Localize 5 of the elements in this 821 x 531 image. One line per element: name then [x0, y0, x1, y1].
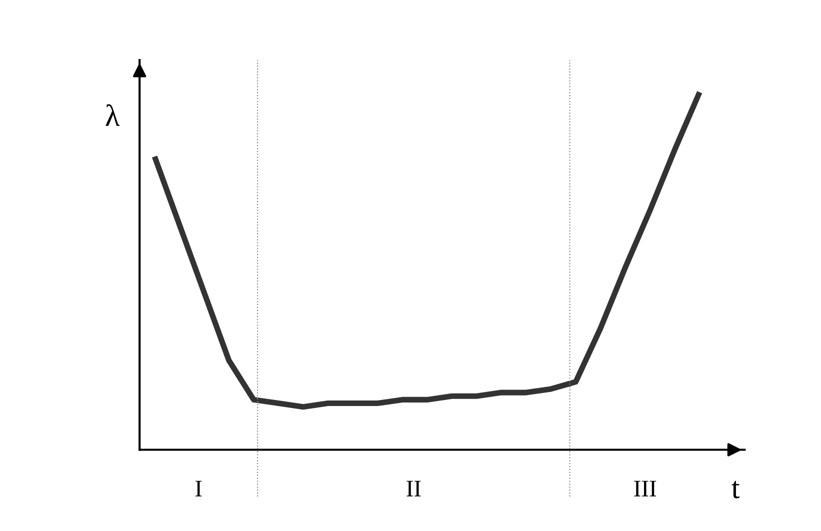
text: II — [406, 480, 421, 496]
text: I — [195, 480, 202, 496]
y-axis-title: λ — [106, 104, 120, 126]
x-axis-title: t — [732, 480, 740, 498]
text: III — [634, 480, 656, 496]
